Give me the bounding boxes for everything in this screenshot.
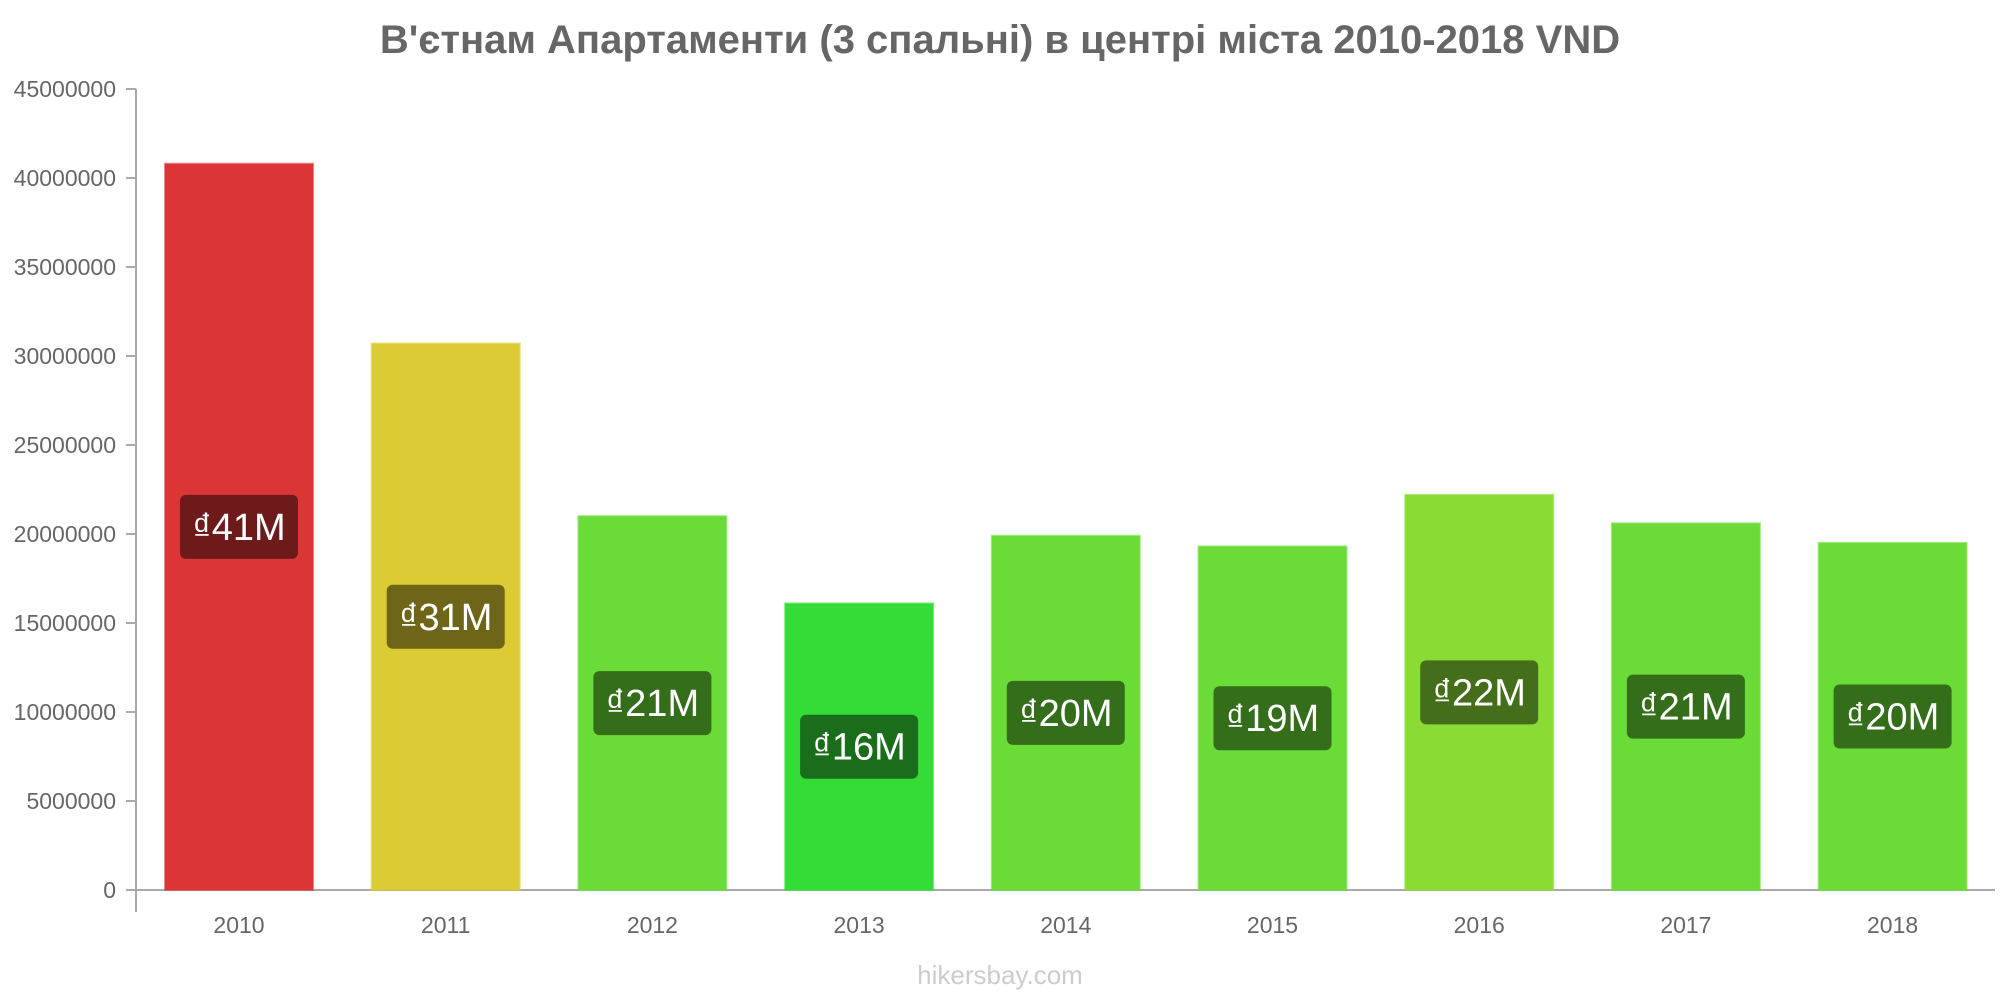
y-tick-label: 40000000 [14, 165, 116, 191]
data-label-box [593, 671, 712, 736]
data-label-box [1626, 674, 1745, 739]
data-label: ₫22M [1432, 672, 1525, 714]
data-label-box [1420, 660, 1539, 725]
data-label-box [800, 714, 919, 779]
y-tick-label: 10000000 [14, 699, 116, 725]
x-tick-label: 2017 [1660, 912, 1711, 938]
x-tick-label: 2014 [1040, 912, 1091, 938]
x-tick-label: 2012 [627, 912, 678, 938]
data-label: ₫21M [1639, 687, 1732, 729]
data-label: ₫21M [606, 683, 699, 725]
data-label-box [1833, 684, 1952, 749]
y-tick-label: 15000000 [14, 610, 116, 636]
data-label: ₫41M [192, 507, 285, 549]
x-tick-label: 2011 [421, 912, 470, 938]
data-label-box [1213, 686, 1332, 751]
bars [164, 162, 1968, 892]
watermark: hikersbay.com [917, 960, 1083, 990]
chart-title: В'єтнам Апартаменти (3 спальні) в центрі… [379, 18, 1621, 62]
data-labels: ₫41M ₫31M ₫21M ₫16M ₫20M ₫19M ₫22M ₫21M ₫20M [180, 494, 1952, 779]
y-tick-label: 35000000 [14, 254, 116, 280]
data-label-box [180, 494, 298, 559]
x-tick-label: 2013 [834, 912, 885, 938]
x-tick-label: 2010 [213, 912, 264, 938]
y-tick-label: 45000000 [14, 76, 116, 102]
y-tick-label: 30000000 [14, 343, 116, 369]
data-label-box [386, 584, 505, 649]
x-tick-label: 2016 [1454, 912, 1505, 938]
data-label: ₫31M [399, 597, 492, 639]
y-tick-label: 5000000 [26, 788, 116, 814]
data-label-box [1006, 680, 1125, 745]
y-tick-label: 25000000 [14, 432, 116, 458]
data-label: ₫19M [1226, 698, 1319, 740]
x-tick-label: 2018 [1867, 912, 1918, 938]
data-label: ₫20M [1019, 693, 1112, 735]
y-tick-label: 20000000 [14, 521, 116, 547]
data-label: ₫16M [812, 727, 905, 769]
data-label: ₫20M [1846, 696, 1939, 738]
x-tick-label: 2015 [1247, 912, 1298, 938]
y-tick-label: 0 [103, 877, 116, 903]
